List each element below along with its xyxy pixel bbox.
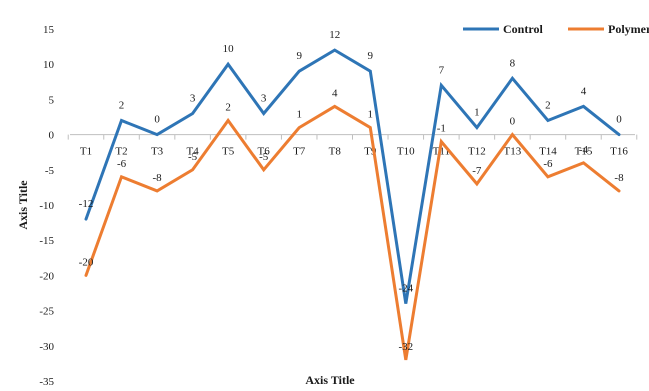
x-tick-label: T7	[293, 146, 306, 158]
y-tick-label: -15	[39, 235, 54, 247]
x-tick-label: T14	[539, 146, 557, 158]
data-label-control: 9	[368, 50, 374, 62]
y-tick-label: -25	[39, 306, 54, 318]
data-label-polymer: -32	[398, 341, 413, 353]
data-label-control: 0	[154, 114, 160, 126]
data-label-polymer: 1	[368, 109, 374, 121]
y-tick-label: -20	[39, 270, 54, 282]
y-axis-title: Axis Title	[16, 180, 30, 230]
x-tick-label: T3	[151, 146, 164, 158]
series-line-control	[84, 48, 621, 304]
data-label-polymer: 1	[296, 109, 302, 121]
x-tick-label: T2	[115, 146, 127, 158]
data-label-polymer: 2	[225, 102, 231, 114]
data-label-control: 10	[223, 43, 235, 55]
x-tick-label: T5	[222, 146, 235, 158]
data-label-control: 8	[510, 57, 516, 69]
data-label-control: 9	[296, 50, 302, 62]
data-label-control: 1	[474, 107, 480, 119]
data-label-polymer: -20	[79, 256, 94, 268]
x-tick-label: T16	[610, 146, 628, 158]
data-label-polymer: -5	[259, 151, 269, 163]
y-tick-label: -35	[39, 376, 54, 388]
data-label-polymer: -4	[579, 144, 589, 156]
data-label-control: 0	[616, 114, 622, 126]
data-label-control: 2	[545, 100, 551, 112]
data-label-polymer: 0	[510, 116, 516, 128]
data-label-polymer: -8	[152, 172, 162, 184]
legend-label-control: Control	[503, 22, 543, 36]
x-tick-label: T12	[468, 146, 486, 158]
x-tick-label: T6	[258, 146, 271, 158]
x-tick-label: T1	[80, 146, 92, 158]
series-lines	[84, 48, 621, 361]
data-label-polymer: -6	[543, 158, 553, 170]
data-label-polymer: -5	[188, 151, 198, 163]
data-label-control: 7	[439, 64, 445, 76]
y-tick-label: 15	[43, 24, 55, 36]
data-label-control: -12	[79, 198, 94, 210]
data-labels: -12 2 0 3 10 3 9 12 9 -24 7 1 8 2 4 0 -20 -6 -8 -5 2 -5 1 4 1 -32…	[79, 29, 624, 353]
data-label-polymer: 4	[332, 87, 338, 99]
axis-titles: Axis Title Axis Title	[16, 180, 355, 387]
y-tick-label: -10	[39, 200, 54, 212]
data-label-polymer: -6	[117, 158, 127, 170]
data-label-control: 4	[581, 85, 587, 97]
x-axis-baseline-group	[67, 134, 638, 140]
x-tick-label: T10	[397, 146, 415, 158]
y-tick-label: 0	[49, 130, 55, 142]
data-label-polymer: -8	[614, 172, 624, 184]
y-axis-ticks: 15 10 5 0 -5 -10 -15 -20 -25 -30 -35	[39, 24, 54, 388]
x-axis-title: Axis Title	[305, 373, 355, 387]
data-label-polymer: -7	[472, 165, 482, 177]
data-label-control: 3	[190, 92, 196, 104]
data-label-control: -24	[398, 283, 413, 295]
x-tick-label: T8	[329, 146, 342, 158]
y-tick-label: -30	[39, 341, 54, 353]
series-line-polymer	[84, 104, 621, 361]
y-tick-label: 10	[43, 59, 55, 71]
y-tick-label: 5	[49, 94, 55, 106]
x-tick-label: T15	[575, 146, 593, 158]
x-tick-label: T4	[186, 146, 199, 158]
data-label-control: 12	[329, 29, 340, 41]
legend: Control Polymer	[463, 22, 649, 36]
y-tick-label: -5	[45, 165, 55, 177]
data-label-polymer: -1	[437, 123, 446, 135]
x-tick-label: T13	[504, 146, 522, 158]
legend-label-polymer: Polymer	[608, 22, 649, 36]
data-label-control: 2	[119, 100, 125, 112]
data-label-control: 3	[261, 92, 267, 104]
x-axis-ticks: T1 T2 T3 T4 T5 T6 T7 T8 T9 T10 T11 T12 T13 T14 T15 T16	[80, 146, 628, 158]
